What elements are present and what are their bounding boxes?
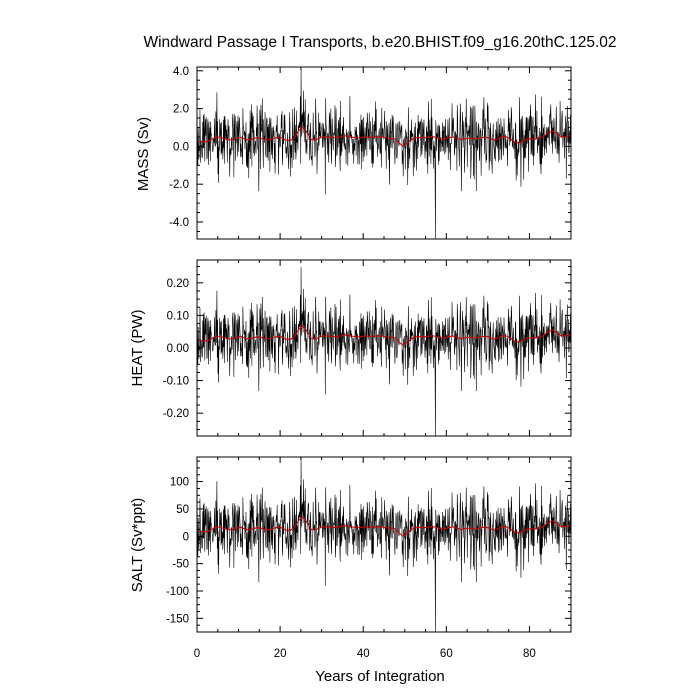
heat-y-axis-label: HEAT (PW): [129, 310, 146, 387]
x-tick-label: 40: [357, 648, 370, 660]
x-tick-label: 60: [440, 648, 453, 660]
mass-series: [197, 69, 571, 239]
mass-annual-mean-line: [198, 126, 571, 147]
mass-y-tick-label: 0.0: [173, 141, 189, 153]
x-axis-ticks: 0 20 40 60 80: [194, 648, 536, 660]
mass-monthly-line: [197, 69, 571, 239]
salt-plot-frame: [196, 456, 572, 633]
heat-y-tick-label: 0.20: [167, 278, 189, 290]
x-tick-label: 0: [194, 648, 200, 660]
heat-y-tick-label: 0.00: [167, 343, 189, 355]
salt-y-tick-label: 100: [170, 477, 189, 489]
salt-y-ticks: 100 50 0 -50 -100 -150: [166, 457, 572, 633]
salt-y-tick-label: 50: [176, 504, 189, 516]
heat-y-tick-label: -0.20: [163, 408, 189, 420]
salt-y-tick-label: 0: [183, 531, 189, 543]
salt-y-tick-label: -150: [166, 613, 189, 625]
x-tick-label: 20: [274, 648, 287, 660]
salt-monthly-line: [197, 457, 571, 632]
x-axis-label: Years of Integration: [315, 668, 445, 685]
salt-panel: SALT (Sv*ppt) 100 50 0 -50 -100 -150: [129, 456, 572, 633]
mass-y-axis-label: MASS (Sv): [135, 117, 152, 191]
heat-annual-mean-line: [198, 325, 571, 346]
heat-y-tick-label: -0.10: [163, 376, 189, 388]
heat-y-tick-label: 0.10: [167, 310, 189, 322]
salt-y-tick-label: -100: [166, 586, 189, 598]
mass-y-tick-label: -2.0: [169, 179, 189, 191]
salt-y-tick-label: -50: [172, 559, 189, 571]
mass-plot-frame: [196, 66, 572, 240]
heat-panel: HEAT (PW) 0.20 0.10 0.00 -0.10 -0.20: [129, 259, 572, 437]
heat-plot-frame: [196, 259, 572, 437]
x-tick-label: 80: [523, 648, 536, 660]
salt-series: [197, 457, 571, 632]
heat-monthly-line: [197, 267, 571, 436]
salt-y-axis-label: SALT (Sv*ppt): [129, 498, 146, 592]
salt-annual-mean-line: [198, 515, 571, 537]
heat-series: [197, 267, 571, 436]
mass-y-tick-label: -4.0: [169, 217, 189, 229]
mass-y-tick-label: 4.0: [173, 66, 189, 78]
mass-panel: MASS (Sv) 4.0 2.0 0.0 -2.0 -4.0: [135, 66, 572, 240]
mass-y-tick-label: 2.0: [173, 104, 189, 116]
chart-title: Windward Passage I Transports, b.e20.BHI…: [143, 34, 616, 51]
